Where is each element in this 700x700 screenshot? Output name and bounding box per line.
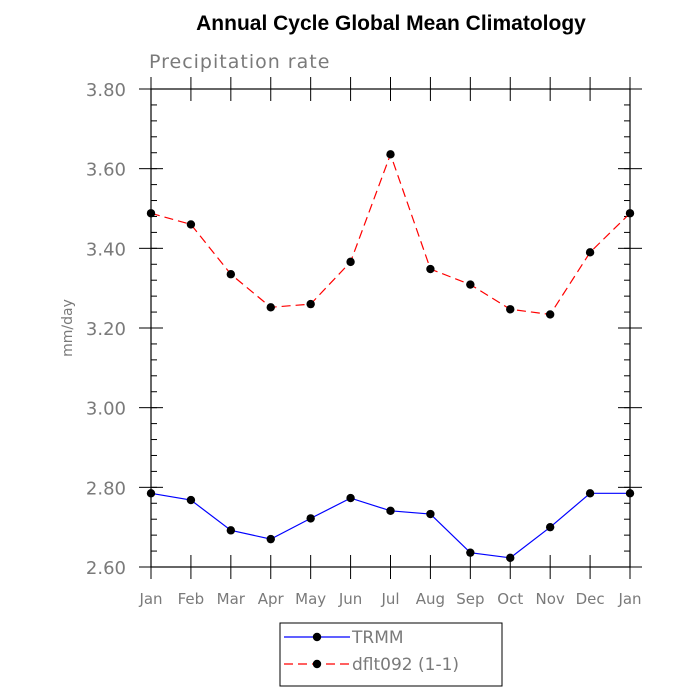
series-0-point	[346, 493, 355, 503]
x-tick-label: Jul	[380, 590, 399, 608]
series-0-point	[625, 489, 635, 498]
series-0-point	[545, 522, 555, 532]
series-0-point	[306, 514, 315, 523]
series-1-point	[506, 305, 515, 314]
series-1-point	[306, 299, 315, 309]
chart-subtitle: Precipitation rate	[149, 51, 330, 73]
series-0-point	[585, 489, 595, 498]
legend-marker-1	[312, 659, 322, 669]
series-1-point	[466, 280, 475, 289]
x-tick-label: Feb	[178, 590, 205, 608]
series-0-point	[506, 553, 515, 563]
y-tick-label: 3.00	[86, 399, 126, 420]
x-tick-label: Nov	[536, 590, 565, 608]
series-1-point	[545, 310, 555, 319]
series-0-point	[226, 526, 236, 535]
y-tick-label: 3.80	[86, 80, 126, 101]
series-0-point	[186, 495, 196, 505]
series-lines	[150, 152, 631, 559]
x-tick-label: Aug	[416, 590, 445, 608]
x-tick-label: Dec	[576, 590, 605, 608]
x-tick-label: Jun	[338, 590, 362, 608]
y-tick-labels: 2.60 2.80 3.00 3.20 3.40 3.60 3.80	[86, 80, 126, 579]
series-0-point	[426, 509, 435, 519]
series-1-point	[585, 248, 595, 257]
legend-label-0: TRMM	[351, 628, 404, 648]
series-0-point	[466, 548, 475, 557]
x-tick-labels: Jan Feb Mar Apr May Jun Jul Aug Sep Oct Nov Dec Jan	[138, 590, 641, 608]
series-1-point	[226, 270, 236, 279]
series-1-point	[186, 220, 196, 229]
y-axis-label: mm/day	[60, 299, 76, 357]
x-tick-label: May	[295, 590, 326, 608]
series-1-point	[266, 303, 275, 312]
series-1-point	[625, 209, 635, 218]
series-points	[146, 150, 635, 563]
series-line-0	[150, 492, 630, 559]
series-0-point	[266, 534, 275, 544]
y-tick-label: 2.60	[86, 558, 126, 579]
series-1-point	[386, 150, 395, 159]
y-tick-label: 3.40	[86, 239, 126, 260]
axis-ticks	[139, 77, 642, 579]
y-tick-label: 3.60	[86, 160, 126, 181]
series-1-point	[146, 209, 156, 218]
legend: TRMM dflt092 (1-1)	[279, 622, 503, 687]
series-0-point	[146, 489, 156, 498]
y-tick-label: 3.20	[86, 319, 126, 340]
x-tick-label: Mar	[217, 590, 246, 608]
y-tick-label: 2.80	[86, 478, 126, 499]
series-1-point	[426, 264, 435, 274]
legend-label-1: dflt092 (1-1)	[352, 655, 459, 675]
legend-box	[279, 622, 503, 687]
series-0-point	[386, 506, 395, 516]
series-line-1	[150, 152, 631, 316]
x-tick-label: Oct	[497, 590, 523, 608]
chart-title: Annual Cycle Global Mean Climatology	[196, 12, 586, 35]
x-tick-label: Apr	[258, 590, 285, 608]
x-tick-label: Jan	[138, 590, 162, 608]
legend-marker-0	[312, 632, 322, 642]
x-tick-label: Sep	[456, 590, 484, 608]
series-1-point	[346, 257, 355, 267]
plot-frame	[150, 88, 631, 568]
x-tick-label: Jan	[617, 590, 641, 608]
